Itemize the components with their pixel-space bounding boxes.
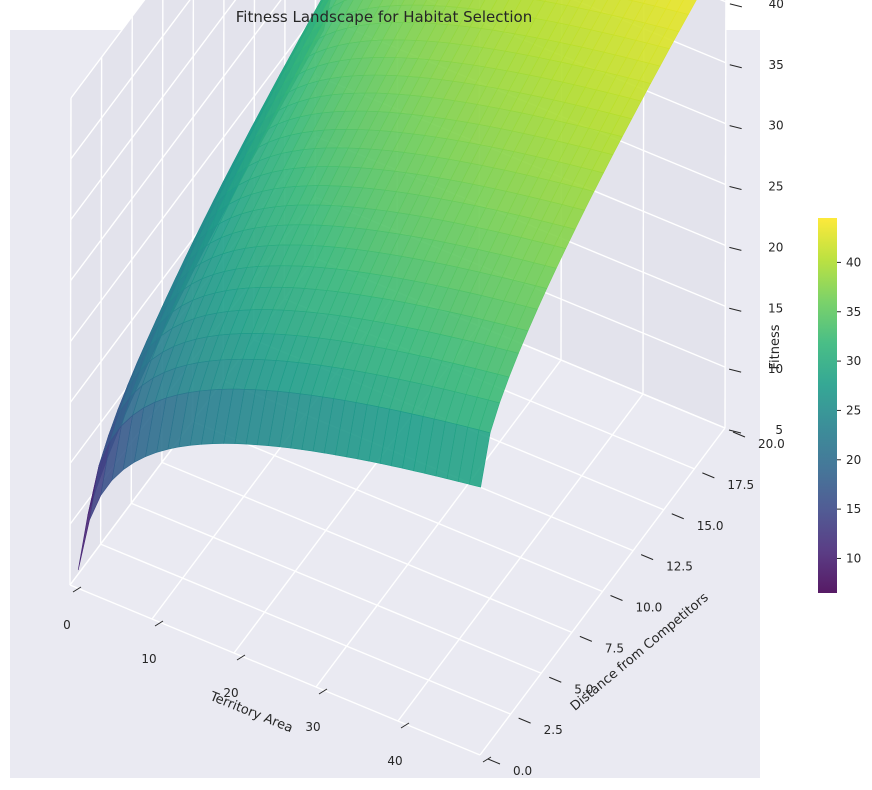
x-tick-mark	[236, 654, 246, 661]
y-tick-mark	[702, 472, 715, 479]
x-tick-label: 30	[305, 720, 320, 734]
z-tick-label: 25	[768, 180, 783, 194]
y-tick-mark	[518, 717, 531, 724]
x-tick-label: 10	[141, 652, 156, 666]
chart-title: Fitness Landscape for Habitat Selection	[236, 8, 532, 26]
colorbar-tick-label: 30	[846, 354, 861, 368]
z-axis-label: Fitness	[768, 324, 783, 369]
z-tick-label: 20	[768, 240, 783, 254]
gridline-side-z	[70, 0, 146, 99]
y-tick-mark	[549, 676, 562, 683]
y-tick-label: 15.0	[697, 519, 724, 533]
x-tick-label: 20	[223, 686, 238, 700]
colorbar-bar	[818, 218, 837, 593]
x-tick-mark	[154, 620, 164, 627]
z-tick-label: 30	[768, 119, 783, 133]
z-tick-mark	[729, 186, 742, 190]
x-tick-mark	[318, 688, 328, 695]
colorbar-tick-label: 35	[846, 305, 861, 319]
z-tick-mark	[729, 125, 742, 130]
gridline-side-z	[69, 14, 317, 342]
gridline-side-z	[70, 0, 237, 221]
x-tick-mark	[400, 722, 410, 729]
z-tick-mark	[729, 307, 742, 312]
colorbar-tick-label: 20	[846, 453, 861, 467]
y-tick-mark	[671, 513, 684, 520]
z-tick-label: 5	[775, 423, 783, 437]
y-tick-label: 0.0	[513, 764, 532, 778]
gridline-side-z	[70, 0, 282, 282]
axis-ticks: 0 10 20 30 40 50 0.0 2.5 5.0 7.5 10.0 12.5 15.0 17.5 2…	[63, 0, 785, 790]
colorbar-tick-label: 25	[846, 403, 861, 417]
y-tick-mark	[640, 554, 654, 561]
colorbar-tick-label: 15	[846, 502, 861, 516]
z-tick-label: 40	[769, 0, 784, 11]
y-tick-label: 2.5	[544, 723, 563, 737]
y-tick-mark	[487, 758, 501, 765]
fitness-surface	[77, 0, 697, 571]
z-tick-mark	[728, 429, 742, 434]
y-tick-label: 7.5	[605, 641, 624, 655]
x-tick-mark	[72, 586, 82, 593]
z-tick-label: 15	[768, 301, 783, 315]
gridline-floor-y	[130, 502, 542, 674]
colorbar-tick-label: 10	[846, 551, 861, 565]
colorbar: 10 15 20 25 30 35 40	[818, 218, 861, 593]
y-tick-label: 10.0	[636, 601, 663, 615]
gridline-floor-y	[192, 420, 603, 593]
gridline-floor-y	[161, 461, 573, 634]
y-tick-label: 12.5	[666, 560, 693, 574]
x-tick-label: 0	[63, 618, 71, 632]
z-tick-label: 35	[768, 58, 783, 72]
colorbar-tick-label: 40	[846, 255, 861, 269]
y-tick-mark	[610, 595, 623, 601]
gridline-floor-y	[69, 584, 481, 756]
y-tick-mark	[732, 431, 746, 438]
surface-patch	[469, 429, 491, 488]
y-tick-mark	[579, 635, 593, 642]
z-tick-mark	[729, 246, 742, 251]
y-tick-label: 20.0	[758, 437, 785, 451]
y-tick-label: 5.0	[574, 682, 593, 696]
gridline-side-z	[70, 0, 191, 160]
x-tick-label: 50	[469, 788, 484, 790]
z-tick-mark	[729, 368, 742, 373]
x-tick-mark	[482, 756, 492, 763]
z-tick-mark	[729, 64, 742, 69]
x-tick-label: 40	[387, 754, 402, 768]
z-tick-mark	[729, 3, 742, 8]
z-tick-label: 10	[768, 362, 783, 376]
y-tick-label: 17.5	[727, 478, 754, 492]
gridline-floor-y	[100, 543, 511, 715]
